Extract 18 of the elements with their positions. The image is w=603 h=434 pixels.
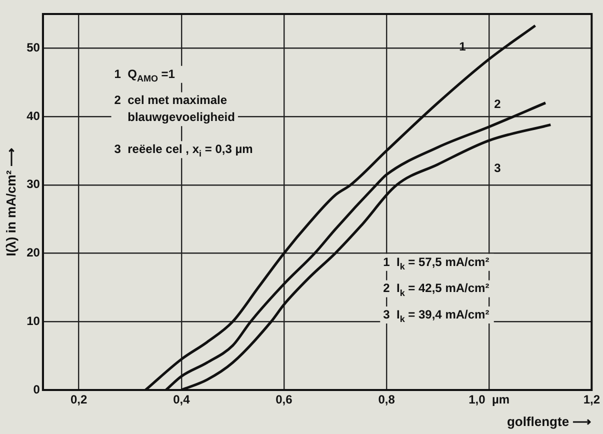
y-axis-title: I(λ) in mA/cm² ⟶: [3, 148, 18, 256]
x-tick-label: 0,2: [70, 392, 88, 407]
y-tick-label: 40: [26, 108, 40, 123]
y-tick-label: 50: [26, 40, 40, 54]
x-tick-label: 0,8: [378, 392, 396, 407]
annotation: 2 cel met maximale: [114, 93, 228, 108]
x-axis-title: golflengte ⟶: [506, 414, 592, 429]
x-tick-label: 1,2: [583, 392, 600, 407]
y-tick-label: 20: [26, 246, 40, 260]
y-tick-label: 10: [26, 314, 40, 328]
x-tick-label: 1,0 µm: [468, 392, 510, 407]
y-tick-label: 30: [26, 177, 40, 192]
series-label: 2: [494, 97, 502, 112]
x-tick-label: 0,4: [173, 392, 190, 407]
y-tick-label: 0: [33, 382, 40, 396]
series-label: 3: [494, 160, 502, 175]
annotation: blauwgevoeligheid: [114, 110, 235, 124]
x-tick-label: 0,6: [276, 392, 293, 407]
